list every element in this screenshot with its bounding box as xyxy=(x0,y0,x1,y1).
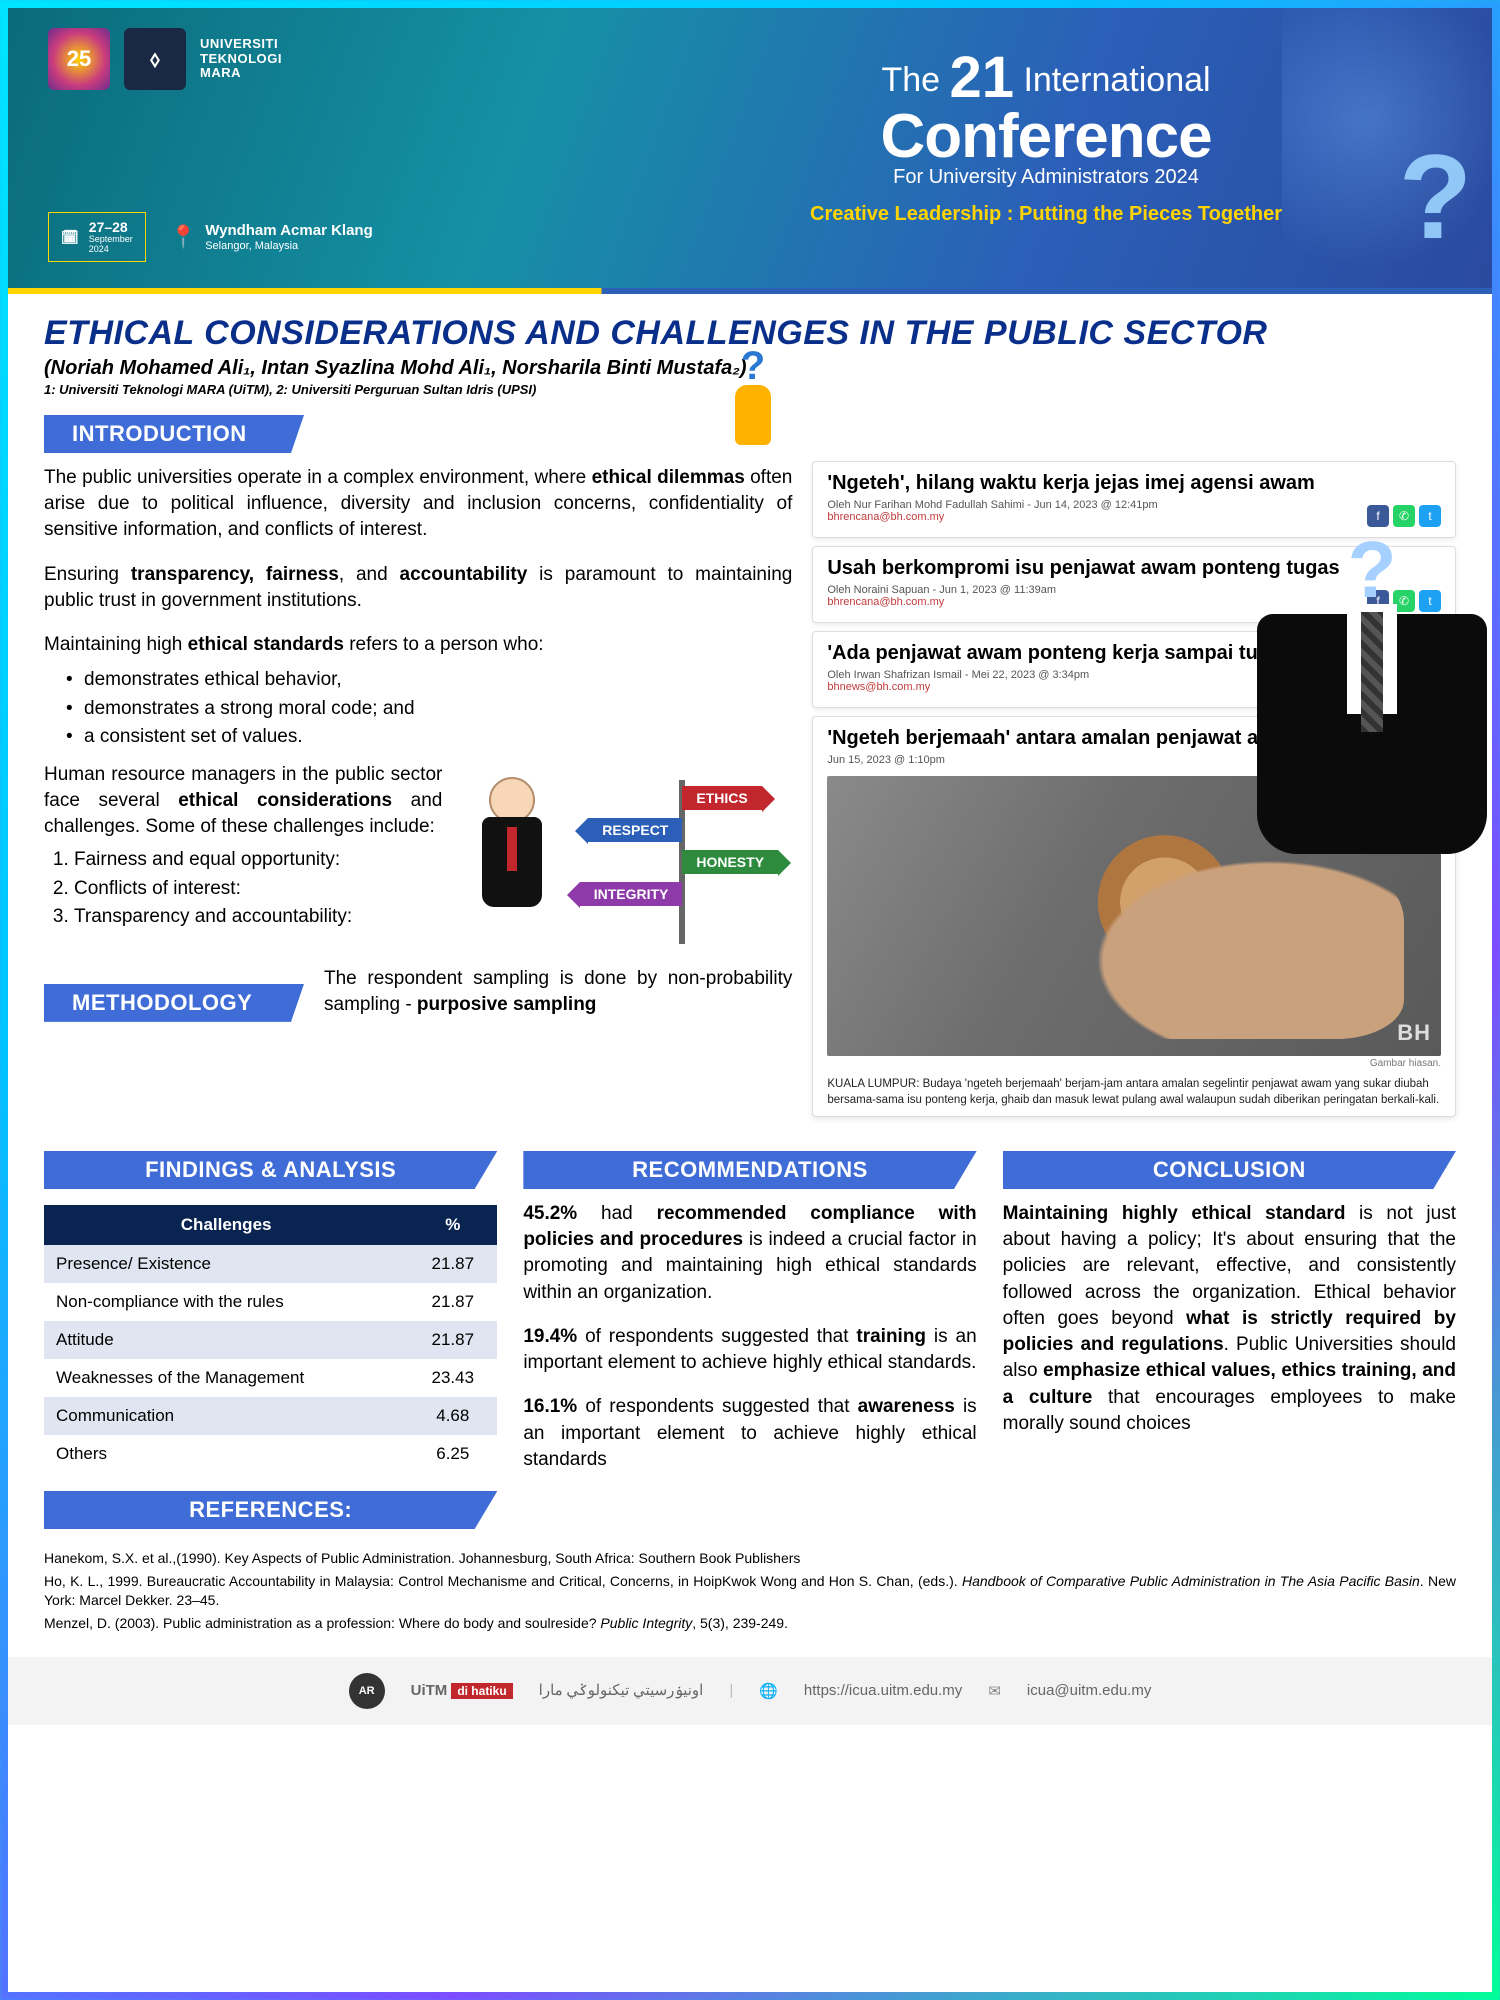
logo-uitm-crest: ⬨ xyxy=(124,28,186,90)
intro-left: INTRODUCTION The public universities ope… xyxy=(44,397,792,1117)
methodology-text: The respondent sampling is done by non-p… xyxy=(324,966,792,1018)
news-email-2[interactable]: bhrencana@bh.com.my xyxy=(827,596,944,608)
sign-respect: RESPECT xyxy=(588,818,682,842)
table-row: Attitude21.87 xyxy=(44,1321,497,1359)
uni-line2: TEKNOLOGI xyxy=(200,51,282,66)
th-challenges: Challenges xyxy=(44,1205,408,1245)
calendar-icon: 🗓 xyxy=(61,229,79,246)
twitter-icon[interactable]: t xyxy=(1419,505,1441,527)
table-row: Communication4.68 xyxy=(44,1397,497,1435)
banner-subtitle: Creative Leadership : Putting the Pieces… xyxy=(810,203,1282,226)
photo-watermark: BH xyxy=(1397,1020,1431,1046)
table-row: Weaknesses of the Management23.43 xyxy=(44,1359,497,1397)
question-mark-graphic: ? xyxy=(1399,128,1472,266)
news-headline-1: 'Ngeteh', hilang waktu kerja jejas imej … xyxy=(827,472,1441,495)
intro-bullets: demonstrates ethical behavior, demonstra… xyxy=(66,666,792,752)
label-introduction: INTRODUCTION xyxy=(44,415,304,453)
uni-line1: UNIVERSITI xyxy=(200,36,278,51)
ref-2: Ho, K. L., 1999. Bureaucratic Accountabi… xyxy=(44,1572,1456,1610)
date-chip: 🗓 27–28 September2024 xyxy=(48,212,146,262)
ref-1: Hanekom, S.X. et al.,(1990). Key Aspects… xyxy=(44,1549,1456,1568)
col-findings: FINDINGS & ANALYSIS Challenges % Presenc… xyxy=(44,1133,497,1541)
bullet-3: a consistent set of values. xyxy=(66,723,792,752)
label-conclusion: CONCLUSION xyxy=(1003,1151,1456,1189)
bullet-1: demonstrates ethical behavior, xyxy=(66,666,792,695)
num-3: Transparency and accountability: xyxy=(74,903,442,932)
sign-integrity: INTEGRITY xyxy=(580,882,683,906)
label-recommendations: RECOMMENDATIONS xyxy=(523,1151,976,1189)
venue-sub: Selangor, Malaysia xyxy=(205,240,373,253)
banner-title-block: The 21 International Conference For Univ… xyxy=(810,44,1282,226)
banner-meta: 🗓 27–28 September2024 📍 Wyndham Acmar Kl… xyxy=(48,212,373,262)
intro-p1: The public universities operate in a com… xyxy=(44,465,792,544)
thought-question-icon: ? xyxy=(688,344,818,389)
rec-2: 19.4% of respondents suggested that trai… xyxy=(523,1324,976,1376)
table-row: Others6.25 xyxy=(44,1435,497,1473)
headless-suit-figure: ? xyxy=(1242,554,1500,854)
label-references: REFERENCES: xyxy=(44,1491,497,1529)
banner: 25 ⬨ UNIVERSITI TEKNOLOGI MARA The 21 In… xyxy=(8,8,1492,288)
venue: 📍 Wyndham Acmar Klang Selangor, Malaysia xyxy=(170,222,373,253)
references-block: Hanekom, S.X. et al.,(1990). Key Aspects… xyxy=(44,1549,1456,1633)
signpost: ETHICS RESPECT HONESTY INTEGRITY xyxy=(572,772,792,952)
findings-table: Challenges % Presence/ Existence21.87 No… xyxy=(44,1205,497,1473)
logo-25-years: 25 xyxy=(48,28,110,90)
sign-honesty: HONESTY xyxy=(682,850,778,874)
conclusion-text: Maintaining highly ethical standard is n… xyxy=(1003,1201,1456,1437)
banner-line2: Conference xyxy=(810,101,1282,172)
news-email-3[interactable]: bhnews@bh.com.my xyxy=(827,681,930,693)
pin-icon: 📍 xyxy=(170,224,197,250)
table-row: Non-compliance with the rules21.87 xyxy=(44,1283,497,1321)
rec-3: 16.1% of respondents suggested that awar… xyxy=(523,1394,976,1473)
content-area: ? ETHICAL CONSIDERATIONS AND CHALLENGES … xyxy=(8,294,1492,1657)
news-email-1[interactable]: bhrencana@bh.com.my xyxy=(827,511,944,523)
ethics-signpost-illustration: ETHICS RESPECT HONESTY INTEGRITY xyxy=(452,772,792,952)
uni-line3: MARA xyxy=(200,65,241,80)
mail-icon: ✉ xyxy=(988,1682,1001,1700)
question-mark-icon: ? xyxy=(1348,524,1397,616)
article-caption: KUALA LUMPUR: Budaya 'ngeteh berjemaah' … xyxy=(827,1077,1441,1108)
thinking-figure: ? xyxy=(688,344,818,464)
lower-grid: FINDINGS & ANALYSIS Challenges % Presenc… xyxy=(44,1133,1456,1541)
ar-logo-icon: AR xyxy=(349,1673,385,1709)
col-conclusion: CONCLUSION Maintaining highly ethical st… xyxy=(1003,1133,1456,1541)
photo-credit: Gambar hiasan. xyxy=(827,1058,1441,1069)
footer-url[interactable]: https://icua.uitm.edu.my xyxy=(804,1682,962,1699)
table-row: Presence/ Existence21.87 xyxy=(44,1245,497,1283)
col-recommendations: RECOMMENDATIONS 45.2% had recommended co… xyxy=(523,1133,976,1541)
intro-p3: Maintaining high ethical standards refer… xyxy=(44,632,792,658)
intro-p4: Human resource managers in the public se… xyxy=(44,762,442,841)
jawi-script: اونيۏرسيتي تيكنولوݢي مارا xyxy=(539,1681,704,1700)
footer-email[interactable]: icua@uitm.edu.my xyxy=(1027,1682,1151,1699)
footer: AR UiTM di hatiku اونيۏرسيتي تيكنولوݢي م… xyxy=(8,1657,1492,1725)
globe-icon: 🌐 xyxy=(759,1682,778,1700)
date-main: 27–28 xyxy=(89,219,133,235)
num-1: Fairness and equal opportunity: xyxy=(74,846,442,875)
intro-p2: Ensuring transparency, fairness, and acc… xyxy=(44,562,792,614)
sign-ethics: ETHICS xyxy=(682,786,761,810)
poster-root: 25 ⬨ UNIVERSITI TEKNOLOGI MARA The 21 In… xyxy=(8,8,1492,1992)
intro-numlist: Fairness and equal opportunity: Conflict… xyxy=(74,846,442,932)
num-2: Conflicts of interest: xyxy=(74,875,442,904)
label-methodology: METHODOLOGY xyxy=(44,984,304,1022)
venue-main: Wyndham Acmar Klang xyxy=(205,222,373,239)
label-findings: FINDINGS & ANALYSIS xyxy=(44,1151,497,1189)
rec-1: 45.2% had recommended compliance with po… xyxy=(523,1201,976,1306)
uitm-brand: UiTM di hatiku xyxy=(411,1682,513,1699)
th-percent: % xyxy=(408,1205,497,1245)
ref-3: Menzel, D. (2003). Public administration… xyxy=(44,1614,1456,1633)
university-name: UNIVERSITI TEKNOLOGI MARA xyxy=(200,37,282,82)
cartoon-man-icon xyxy=(452,777,572,947)
bullet-2: demonstrates a strong moral code; and xyxy=(66,695,792,724)
